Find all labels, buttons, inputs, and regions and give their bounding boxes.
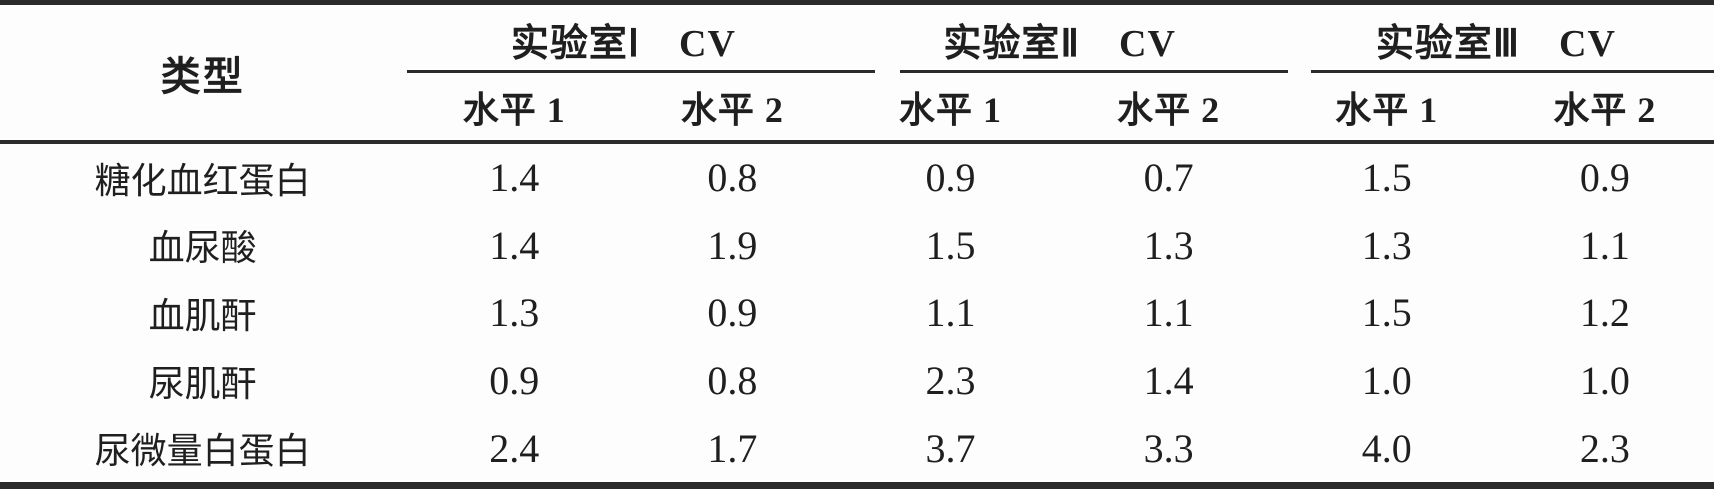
value-cell: 1.4 xyxy=(1143,358,1194,404)
lab2-level1-header: 水平 1 xyxy=(841,73,1060,144)
value-cell: 0.8 xyxy=(707,155,758,201)
value-cell: 2.3 xyxy=(925,358,976,404)
value-cell: 1.3 xyxy=(1143,222,1194,268)
lab1-level2-header: 水平 2 xyxy=(623,73,842,144)
value-cell: 1.1 xyxy=(1143,290,1194,336)
value-cell: 2.4 xyxy=(489,425,540,471)
value-cell: 1.5 xyxy=(925,222,976,268)
value-cell: 0.9 xyxy=(925,155,976,201)
value-cell: 1.4 xyxy=(489,222,540,268)
lab1-level1-header: 水平 1 xyxy=(405,73,624,144)
value-cell: 1.0 xyxy=(1579,358,1630,404)
table-row: 尿微量白蛋白 2.4 1.7 3.7 3.3 4.0 2.3 xyxy=(0,414,1714,485)
header-row-groups: 类型 实验室Ⅰ CV 实验室Ⅱ CV 实验室Ⅲ CV xyxy=(0,2,1714,144)
lab2-group-header: 实验室Ⅱ CV xyxy=(841,3,1288,74)
lab3-level1-header: 水平 1 xyxy=(1277,73,1496,144)
value-cell: 0.7 xyxy=(1143,155,1194,201)
header-row-levels: 水平 1 水平 2 水平 1 水平 2 水平 1 水平 2 xyxy=(0,73,1714,144)
lab3-group-header: 实验室Ⅲ CV xyxy=(1278,3,1714,74)
value-cell: 1.5 xyxy=(1361,290,1412,336)
row-type-cell: 尿微量白蛋白 xyxy=(94,431,311,472)
value-cell: 1.0 xyxy=(1361,358,1412,404)
value-cell: 4.0 xyxy=(1361,425,1412,471)
value-cell: 2.3 xyxy=(1579,425,1630,471)
value-cell: 3.3 xyxy=(1143,425,1194,471)
value-cell: 0.8 xyxy=(707,358,758,404)
lab1-group-header: 实验室Ⅰ CV xyxy=(405,3,876,74)
table-row: 血肌酐 1.3 0.9 1.1 1.1 1.5 1.2 xyxy=(0,279,1714,347)
value-cell: 3.7 xyxy=(925,425,976,471)
lab2-level2-header: 水平 2 xyxy=(1059,73,1278,144)
table-row: 尿肌酐 0.9 0.8 2.3 1.4 1.0 1.0 xyxy=(0,347,1714,415)
value-cell: 1.7 xyxy=(707,425,758,471)
value-cell: 1.4 xyxy=(489,155,540,201)
value-cell: 1.1 xyxy=(1579,222,1630,268)
value-cell: 1.9 xyxy=(707,222,758,268)
row-type-cell: 尿肌酐 xyxy=(148,363,257,404)
value-cell: 1.3 xyxy=(489,290,540,336)
value-cell: 1.2 xyxy=(1579,290,1630,336)
lab3-level2-header: 水平 2 xyxy=(1495,73,1714,144)
row-type-cell: 血肌酐 xyxy=(148,295,257,336)
type-column-header: 类型 xyxy=(0,2,406,144)
row-type-cell: 糖化血红蛋白 xyxy=(94,160,311,201)
value-cell: 1.1 xyxy=(925,290,976,336)
value-cell: 1.3 xyxy=(1361,222,1412,268)
table-row: 血尿酸 1.4 1.9 1.5 1.3 1.3 1.1 xyxy=(0,212,1714,280)
value-cell: 0.9 xyxy=(1579,155,1630,201)
value-cell: 0.9 xyxy=(489,358,540,404)
table-row: 糖化血红蛋白 1.4 0.8 0.9 0.7 1.5 0.9 xyxy=(0,142,1714,212)
value-cell: 0.9 xyxy=(707,290,758,336)
row-type-cell: 血尿酸 xyxy=(148,228,257,269)
value-cell: 1.5 xyxy=(1361,155,1412,201)
